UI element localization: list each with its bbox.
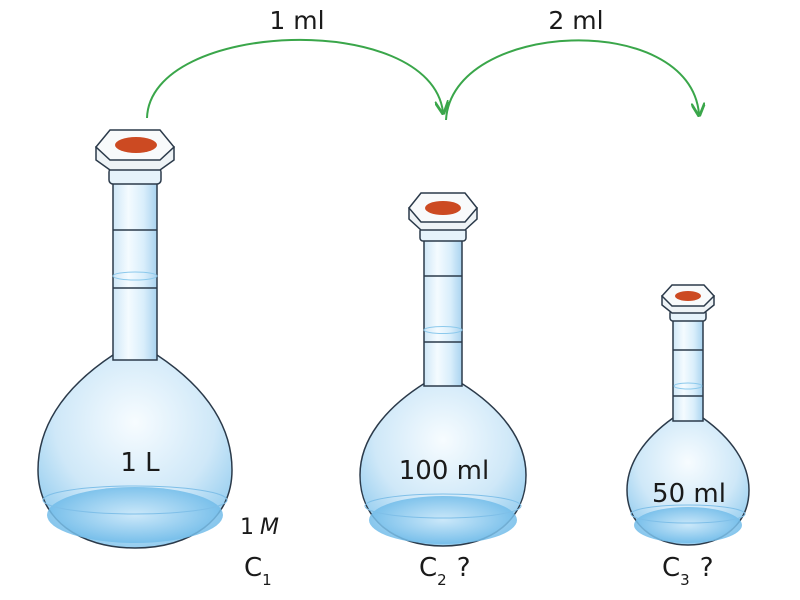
flask-2-neck: [423, 235, 463, 387]
flask-2: 100 ml C2?: [359, 192, 527, 589]
flask-1-liquid-surface: [42, 485, 228, 515]
flask-2-stopper-seal: [425, 201, 461, 215]
flask-1-liquid: [47, 487, 223, 543]
flask-2-symbol: C2?: [419, 553, 471, 589]
flask-2-volume-label: 100 ml: [399, 456, 489, 486]
flask-3-meniscus: [673, 382, 703, 390]
transfer-arrow-2: [445, 39, 699, 121]
flask-1-stopper-seal: [115, 137, 157, 153]
flask-3: 50 ml C3?: [626, 284, 750, 589]
flask-2-liquid: [369, 496, 517, 544]
flask-3-liquid-surface: [630, 504, 746, 524]
flask-1-meniscus: [112, 271, 158, 281]
flask-3-symbol: C3?: [662, 553, 714, 589]
flask-2-liquid-surface: [364, 493, 522, 519]
flask-1-volume-label: 1 L: [120, 448, 160, 478]
flask-3-neck: [672, 315, 704, 422]
flask-3-volume-label: 50 ml: [652, 479, 726, 509]
transfer-label-2: 2 ml: [548, 6, 603, 35]
flask-1-neck: [112, 177, 158, 361]
flask-1-symbol: C1: [244, 553, 272, 589]
flask-3-stopper-seal: [675, 291, 701, 301]
transfer-label-1: 1 ml: [269, 6, 324, 35]
flask-2-meniscus: [423, 326, 463, 334]
flask-3-liquid: [634, 507, 742, 543]
transfer-arrow-1: [146, 39, 443, 119]
